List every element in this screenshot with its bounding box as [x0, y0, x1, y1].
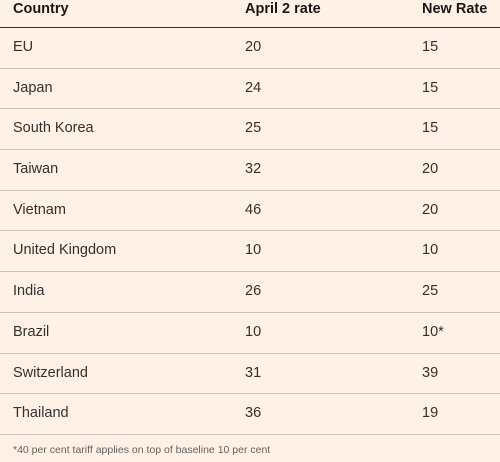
- table-row: EU 20 15: [0, 28, 500, 69]
- cell-april-2-rate: 26: [245, 283, 262, 300]
- cell-country: Japan: [13, 79, 53, 96]
- table-body: EU 20 15 Japan 24 15 South Korea 25 15 Taiwan 32 20…: [0, 28, 500, 435]
- cell-country: Thailand: [13, 405, 69, 422]
- cell-april-2-rate: 36: [245, 405, 262, 422]
- tariff-table: Country April 2 rate New Rate EU 20 15 Japa…: [0, 0, 500, 435]
- table-row: South Korea 25 15: [0, 109, 500, 151]
- cell-new-rate: 19: [422, 405, 439, 422]
- cell-new-rate: 20: [422, 161, 439, 178]
- column-header-april-2-rate: April 2 rate: [245, 1, 321, 17]
- cell-country: EU: [13, 39, 34, 55]
- cell-new-rate: 10*: [422, 323, 444, 340]
- table-row: Brazil 10 10*: [0, 313, 500, 354]
- table-footnote: *40 per cent tariff applies on top of ba…: [13, 444, 271, 456]
- cell-country: United Kingdom: [13, 242, 117, 259]
- column-header-country: Country: [13, 1, 69, 17]
- cell-country: Switzerland: [13, 364, 88, 381]
- cell-country: Vietnam: [13, 201, 66, 218]
- cell-april-2-rate: 25: [245, 120, 262, 137]
- cell-april-2-rate: 10: [245, 242, 262, 259]
- table-row: Japan 24 15: [0, 69, 500, 110]
- cell-april-2-rate: 32: [245, 161, 262, 178]
- table-row: Switzerland 31 39: [0, 354, 500, 395]
- table-row: India 26 25: [0, 272, 500, 313]
- cell-country: India: [13, 283, 45, 300]
- table-row: Vietnam 46 20: [0, 191, 500, 232]
- cell-country: Brazil: [13, 323, 50, 340]
- cell-new-rate: 20: [422, 201, 439, 218]
- cell-april-2-rate: 46: [245, 201, 262, 218]
- cell-new-rate: 15: [422, 79, 439, 96]
- cell-country: South Korea: [13, 120, 94, 137]
- cell-april-2-rate: 10: [245, 323, 262, 340]
- cell-new-rate: 25: [422, 283, 439, 300]
- cell-new-rate: 10: [422, 242, 439, 259]
- cell-april-2-rate: 24: [245, 79, 262, 96]
- cell-country: Taiwan: [13, 161, 59, 178]
- cell-april-2-rate: 20: [245, 39, 262, 55]
- table-header-row: Country April 2 rate New Rate: [0, 0, 500, 28]
- cell-new-rate: 15: [422, 39, 439, 55]
- cell-new-rate: 15: [422, 120, 439, 137]
- table-row: Taiwan 32 20: [0, 150, 500, 191]
- cell-new-rate: 39: [422, 364, 439, 381]
- cell-april-2-rate: 31: [245, 364, 262, 381]
- column-header-new-rate: New Rate: [422, 1, 488, 17]
- table-row: United Kingdom 10 10: [0, 231, 500, 273]
- table-row: Thailand 36 19: [0, 394, 500, 435]
